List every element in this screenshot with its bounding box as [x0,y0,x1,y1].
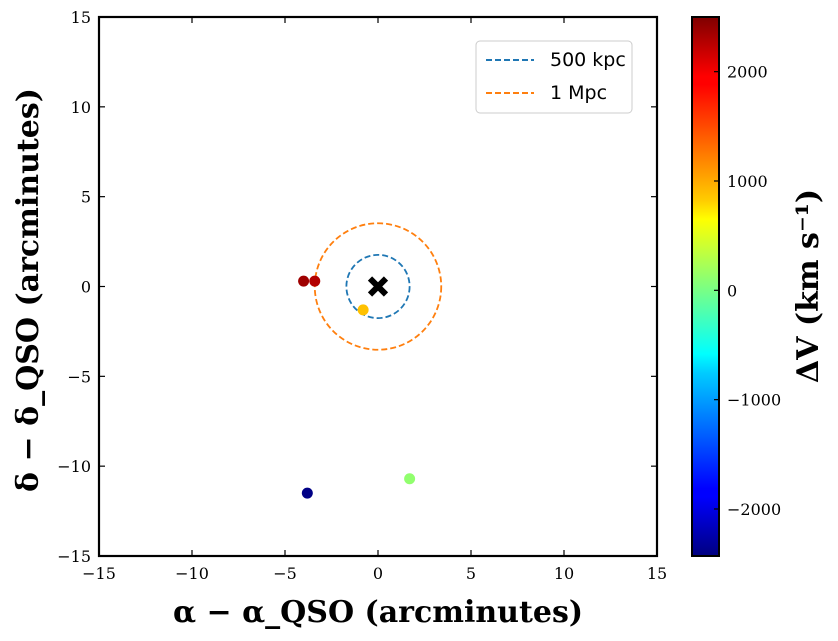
colorbar-title: ΔV (km s⁻¹) [791,189,826,383]
x-tick-label: −15 [82,564,116,583]
x-tick-label: −10 [175,564,209,583]
colorbar-tick-label: 2000 [727,63,768,82]
data-point [309,275,321,287]
y-tick-label: 15 [71,8,91,27]
x-tick-label: 0 [373,564,383,583]
x-tick-label: −5 [273,564,297,583]
x-tick-label: 15 [647,564,667,583]
y-tick-label: 5 [81,188,91,207]
data-points [298,275,416,499]
data-point [301,487,313,499]
colorbar-tick-label: 0 [727,281,737,300]
colorbar-tick-label: 1000 [727,172,768,191]
qso-marker [367,276,389,297]
y-tick-label: −5 [67,367,91,386]
y-axis-title: δ − δ_QSO (arcminutes) [11,88,46,492]
radius-circle [345,253,411,320]
colorbar-tick-label: −2000 [727,500,781,519]
colorbar-tick-label: −1000 [727,391,781,410]
x-tick-label: 5 [466,564,476,583]
data-point [357,304,369,316]
legend: 500 kpc 1 Mpc [475,40,633,114]
qso-x-mark [367,276,389,297]
data-point [404,473,416,485]
x-axis-title: α − α_QSO (arcminutes) [173,595,583,630]
x-axis-ticks: −15 −10 −5 0 5 10 15 [82,17,667,583]
colorbar-ticks: −2000 −1000 0 1000 2000 [714,63,781,519]
y-tick-label: 0 [81,278,91,297]
legend-label-500kpc: 500 kpc [550,49,626,71]
legend-label-1mpc: 1 Mpc [550,82,607,104]
y-tick-label: −10 [57,457,91,476]
y-tick-label: 10 [71,98,91,117]
y-axis-ticks: −15 −10 −5 0 5 10 15 [57,8,657,566]
x-tick-label: 10 [554,564,574,583]
data-point [298,275,310,287]
y-tick-label: −15 [57,547,91,566]
colorbar [691,16,720,557]
